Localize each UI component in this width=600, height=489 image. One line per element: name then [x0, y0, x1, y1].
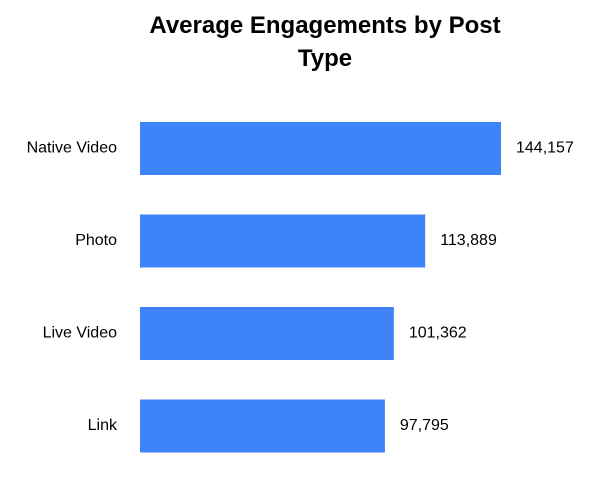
value-label: 97,795	[400, 417, 449, 434]
value-label: 113,889	[440, 232, 497, 249]
bar	[140, 399, 385, 453]
category-label: Live Video	[43, 325, 118, 342]
category-label: Native Video	[27, 140, 118, 157]
chart-title: Average Engagements by Post Type	[149, 12, 501, 72]
bar	[140, 214, 426, 268]
value-label: 144,157	[516, 140, 574, 157]
bar	[140, 307, 394, 360]
bar	[140, 122, 501, 175]
category-label: Photo	[75, 232, 117, 249]
value-label: 101,362	[409, 325, 467, 342]
category-label: Link	[88, 417, 118, 434]
